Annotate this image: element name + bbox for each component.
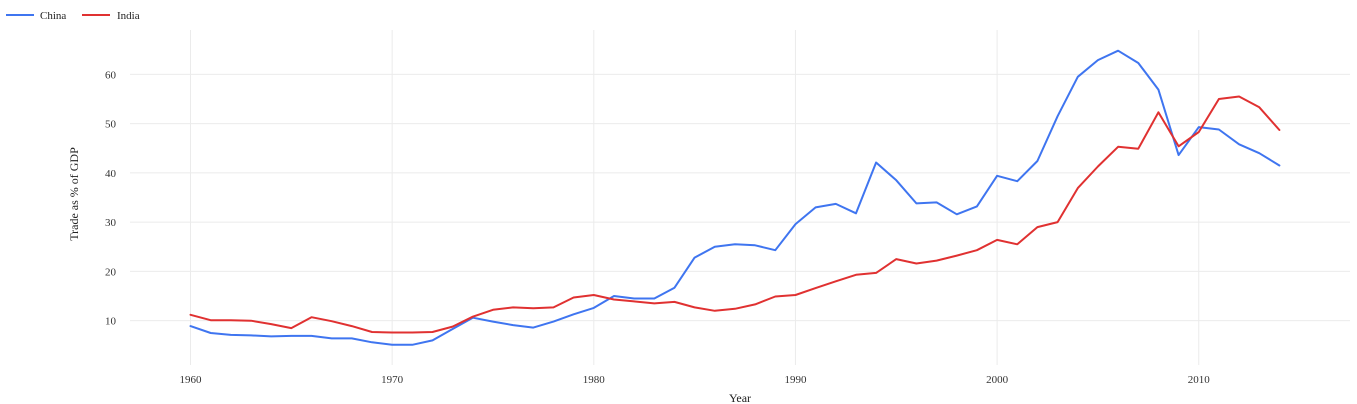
x-tick-label: 1990 [784, 374, 807, 386]
legend-item-china[interactable]: China [6, 10, 66, 22]
y-tick-label: 10 [105, 316, 117, 328]
x-tick-label: 2010 [1188, 374, 1211, 386]
y-axis-ticks: 10 20 30 40 50 60 [105, 69, 117, 327]
series-line-china [189, 49, 1281, 346]
y-tick-label: 50 [105, 119, 117, 131]
series-lines [189, 49, 1281, 346]
y-tick-label: 20 [105, 266, 117, 278]
legend-label-china: China [40, 10, 66, 22]
legend-item-india[interactable]: India [82, 10, 140, 22]
y-tick-label: 40 [105, 168, 117, 180]
series-line-india [189, 95, 1281, 334]
gridlines [130, 30, 1350, 365]
x-tick-label: 1960 [179, 374, 202, 386]
x-tick-label: 1970 [381, 374, 404, 386]
y-tick-label: 60 [105, 69, 117, 81]
y-tick-label: 30 [105, 217, 117, 229]
legend: China India [6, 10, 140, 22]
y-axis-title: Trade as % of GDP [67, 147, 81, 241]
x-axis-title: Year [729, 391, 751, 404]
legend-label-india: India [117, 10, 140, 22]
x-axis-ticks: 1960 1970 1980 1990 2000 2010 [179, 374, 1210, 386]
x-tick-label: 1980 [583, 374, 606, 386]
x-tick-label: 2000 [986, 374, 1009, 386]
